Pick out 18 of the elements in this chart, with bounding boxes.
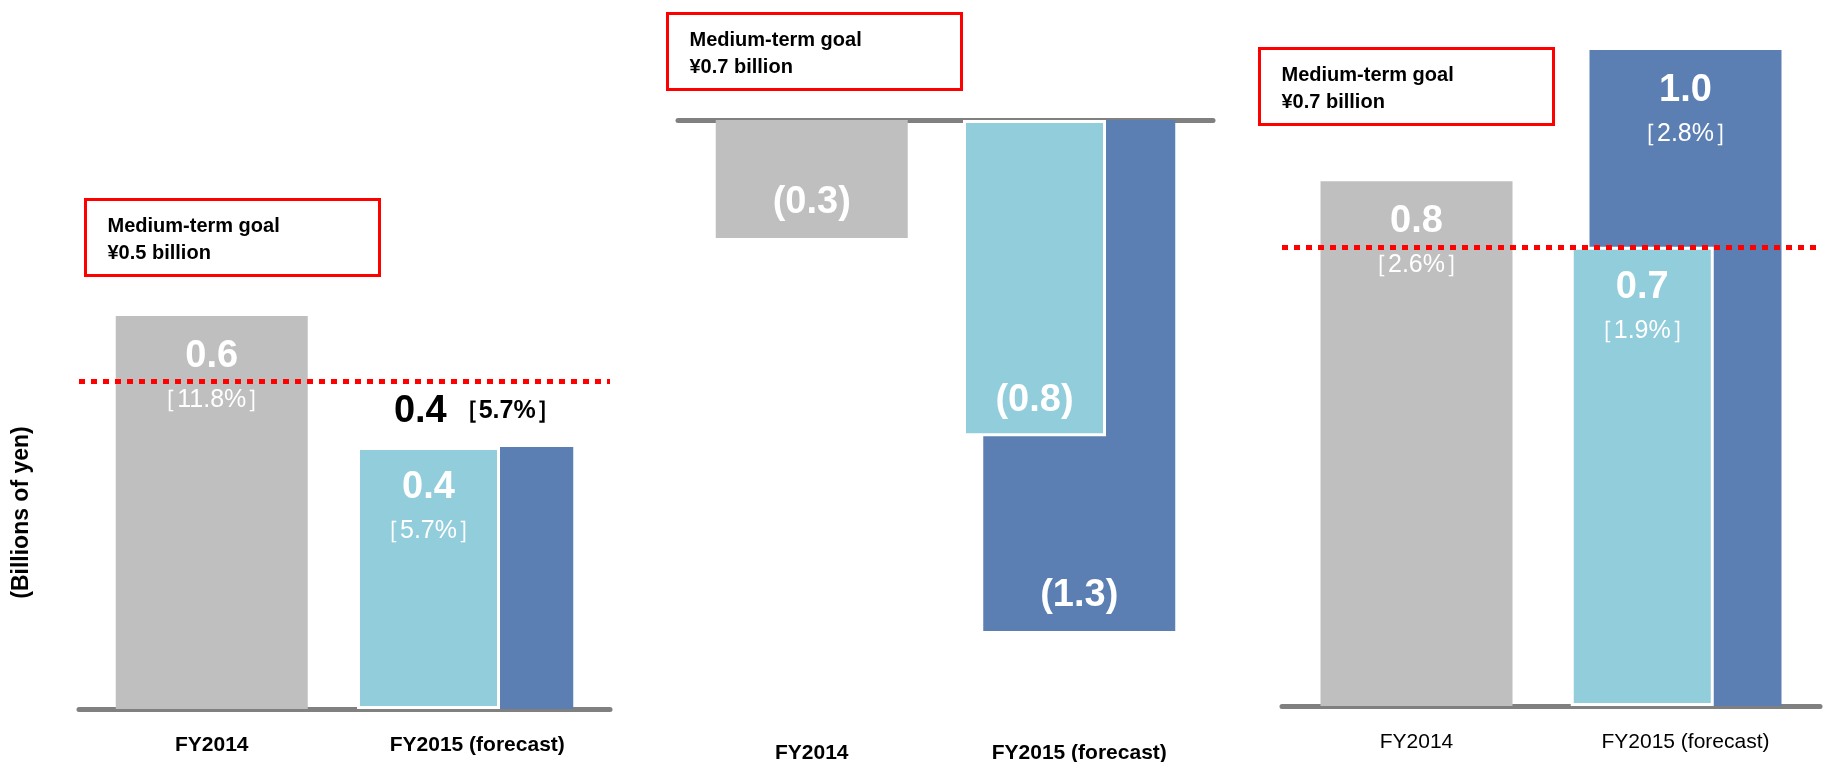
- text: Medium-term goal ¥0.5 billion: [107, 214, 280, 263]
- data-label: (0.8): [995, 377, 1074, 420]
- data-label: 0.4 ［5.7%］: [375, 464, 482, 543]
- data-label: 1.0 ［2.8%］: [1632, 67, 1739, 146]
- x-tick-label: FY2015 (forecast): [1601, 729, 1770, 752]
- data-label: 0.6 ［11.8%］: [152, 333, 272, 412]
- data-label: (1.3): [1040, 572, 1119, 614]
- data-label: 0.7 ［1.9%］: [1588, 263, 1696, 343]
- data-label: (0.3): [772, 178, 851, 221]
- y-axis-title: (Billions of yen): [6, 426, 33, 599]
- x-tick-label: FY2015 (forecast): [389, 732, 565, 755]
- x-tick-label: FY2014: [1379, 729, 1454, 752]
- data-label: 0.4 ［5.7%］: [393, 388, 561, 430]
- x-tick-label: FY2014: [174, 732, 249, 755]
- annotation: Medium-term goal ¥0.7 billion: [1281, 63, 1454, 112]
- data-label: 0.8 ［2.6%］: [1363, 198, 1470, 278]
- text: Medium-term goal ¥0.7 billion: [689, 28, 862, 77]
- x-tick-label: FY2014: [774, 740, 849, 762]
